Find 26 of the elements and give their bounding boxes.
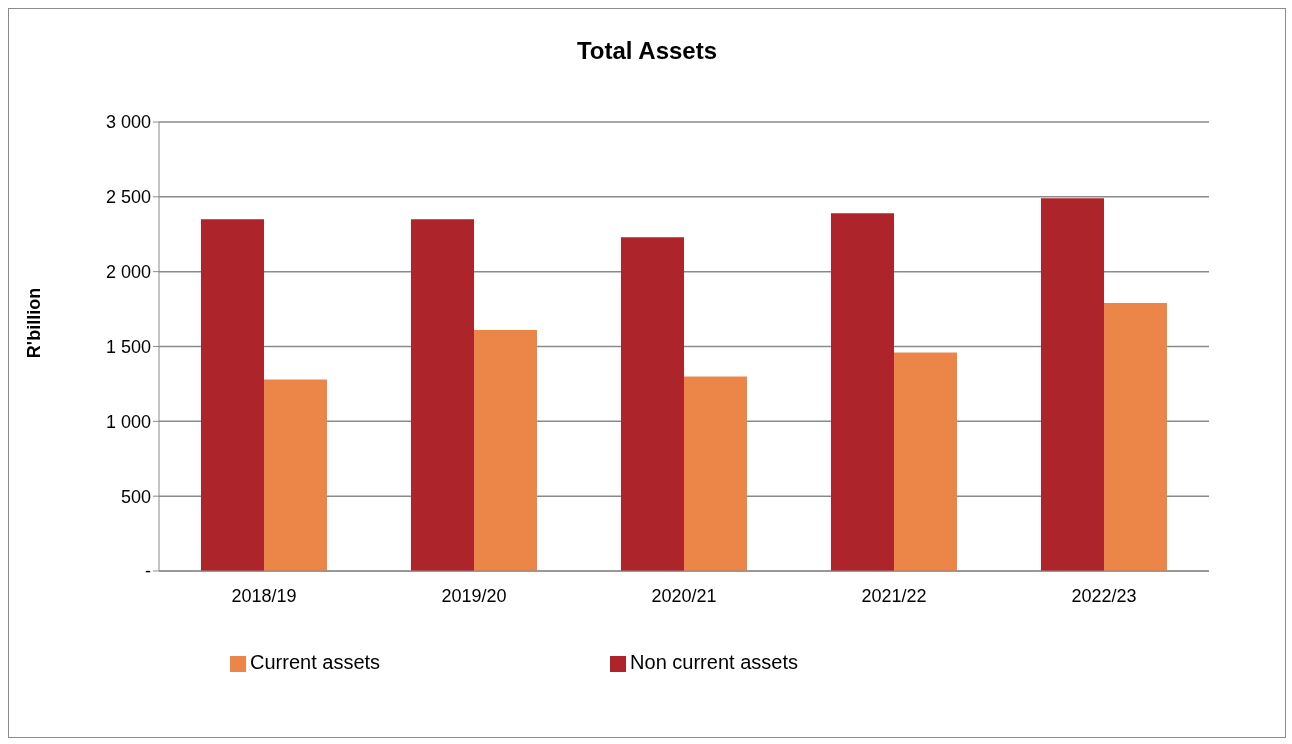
bar: [201, 219, 264, 571]
bar: [684, 376, 747, 571]
bar: [264, 379, 327, 571]
bar: [894, 352, 957, 571]
x-tick-label: 2021/22: [861, 585, 927, 606]
bar: [1104, 303, 1167, 571]
bar: [474, 330, 537, 571]
chart-title: Total Assets: [575, 37, 718, 65]
y-tick-label: 1 000: [105, 411, 151, 432]
x-tick-label: 2019/20: [441, 585, 507, 606]
y-axis-title: R'billion: [23, 287, 45, 359]
y-tick-label: 3 000: [105, 112, 151, 133]
y-tick-label: 500: [120, 486, 151, 507]
y-tick-label: 2 500: [105, 187, 151, 208]
y-tick-label: 2 000: [105, 262, 151, 283]
bar: [1041, 198, 1104, 571]
x-tick-label: 2022/23: [1071, 585, 1137, 606]
bar: [411, 219, 474, 571]
legend-label: Non current assets: [630, 651, 798, 673]
bar: [621, 237, 684, 571]
bar: [831, 213, 894, 571]
x-tick-label: 2020/21: [651, 585, 717, 606]
y-tick-label: -: [145, 561, 151, 582]
y-tick-label: 1 500: [105, 336, 151, 357]
x-tick-label: 2018/19: [231, 585, 297, 606]
legend-label: Current assets: [250, 651, 381, 673]
